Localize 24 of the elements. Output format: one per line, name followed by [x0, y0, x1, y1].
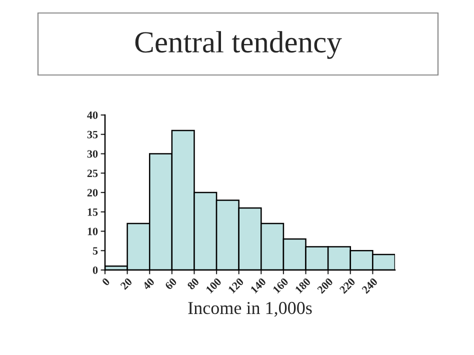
x-tick-label: 60 — [164, 277, 178, 290]
y-tick-label: 5 — [92, 247, 98, 255]
x-tick-label: 240 — [361, 277, 378, 294]
x-tick-label: 220 — [339, 277, 356, 294]
chart-title: Central tendency — [135, 31, 342, 59]
x-tick-label: 80 — [186, 277, 200, 290]
x-axis-title: Income in 1,000s — [188, 302, 312, 317]
x-tick-label: 160 — [272, 277, 289, 294]
x-tick-label: 180 — [294, 277, 311, 294]
y-tick-label: 15 — [88, 208, 98, 216]
x-tick-label: 20 — [120, 277, 133, 290]
x-tick-label: 100 — [206, 277, 222, 294]
y-tick-label: 0 — [92, 266, 98, 274]
y-tick-label: 25 — [87, 170, 98, 178]
x-tick-label: 140 — [250, 277, 266, 294]
y-tick-label: 20 — [87, 188, 98, 196]
x-tick-label: 120 — [228, 277, 244, 294]
x-tick-label: 0 — [102, 277, 110, 286]
y-tick-label: 35 — [87, 130, 98, 138]
x-tick-label: 200 — [316, 277, 334, 294]
y-tick-label: 40 — [87, 111, 98, 119]
y-tick-label: 30 — [87, 150, 98, 158]
y-tick-label: 10 — [88, 228, 98, 236]
x-tick-label: 40 — [142, 277, 155, 290]
